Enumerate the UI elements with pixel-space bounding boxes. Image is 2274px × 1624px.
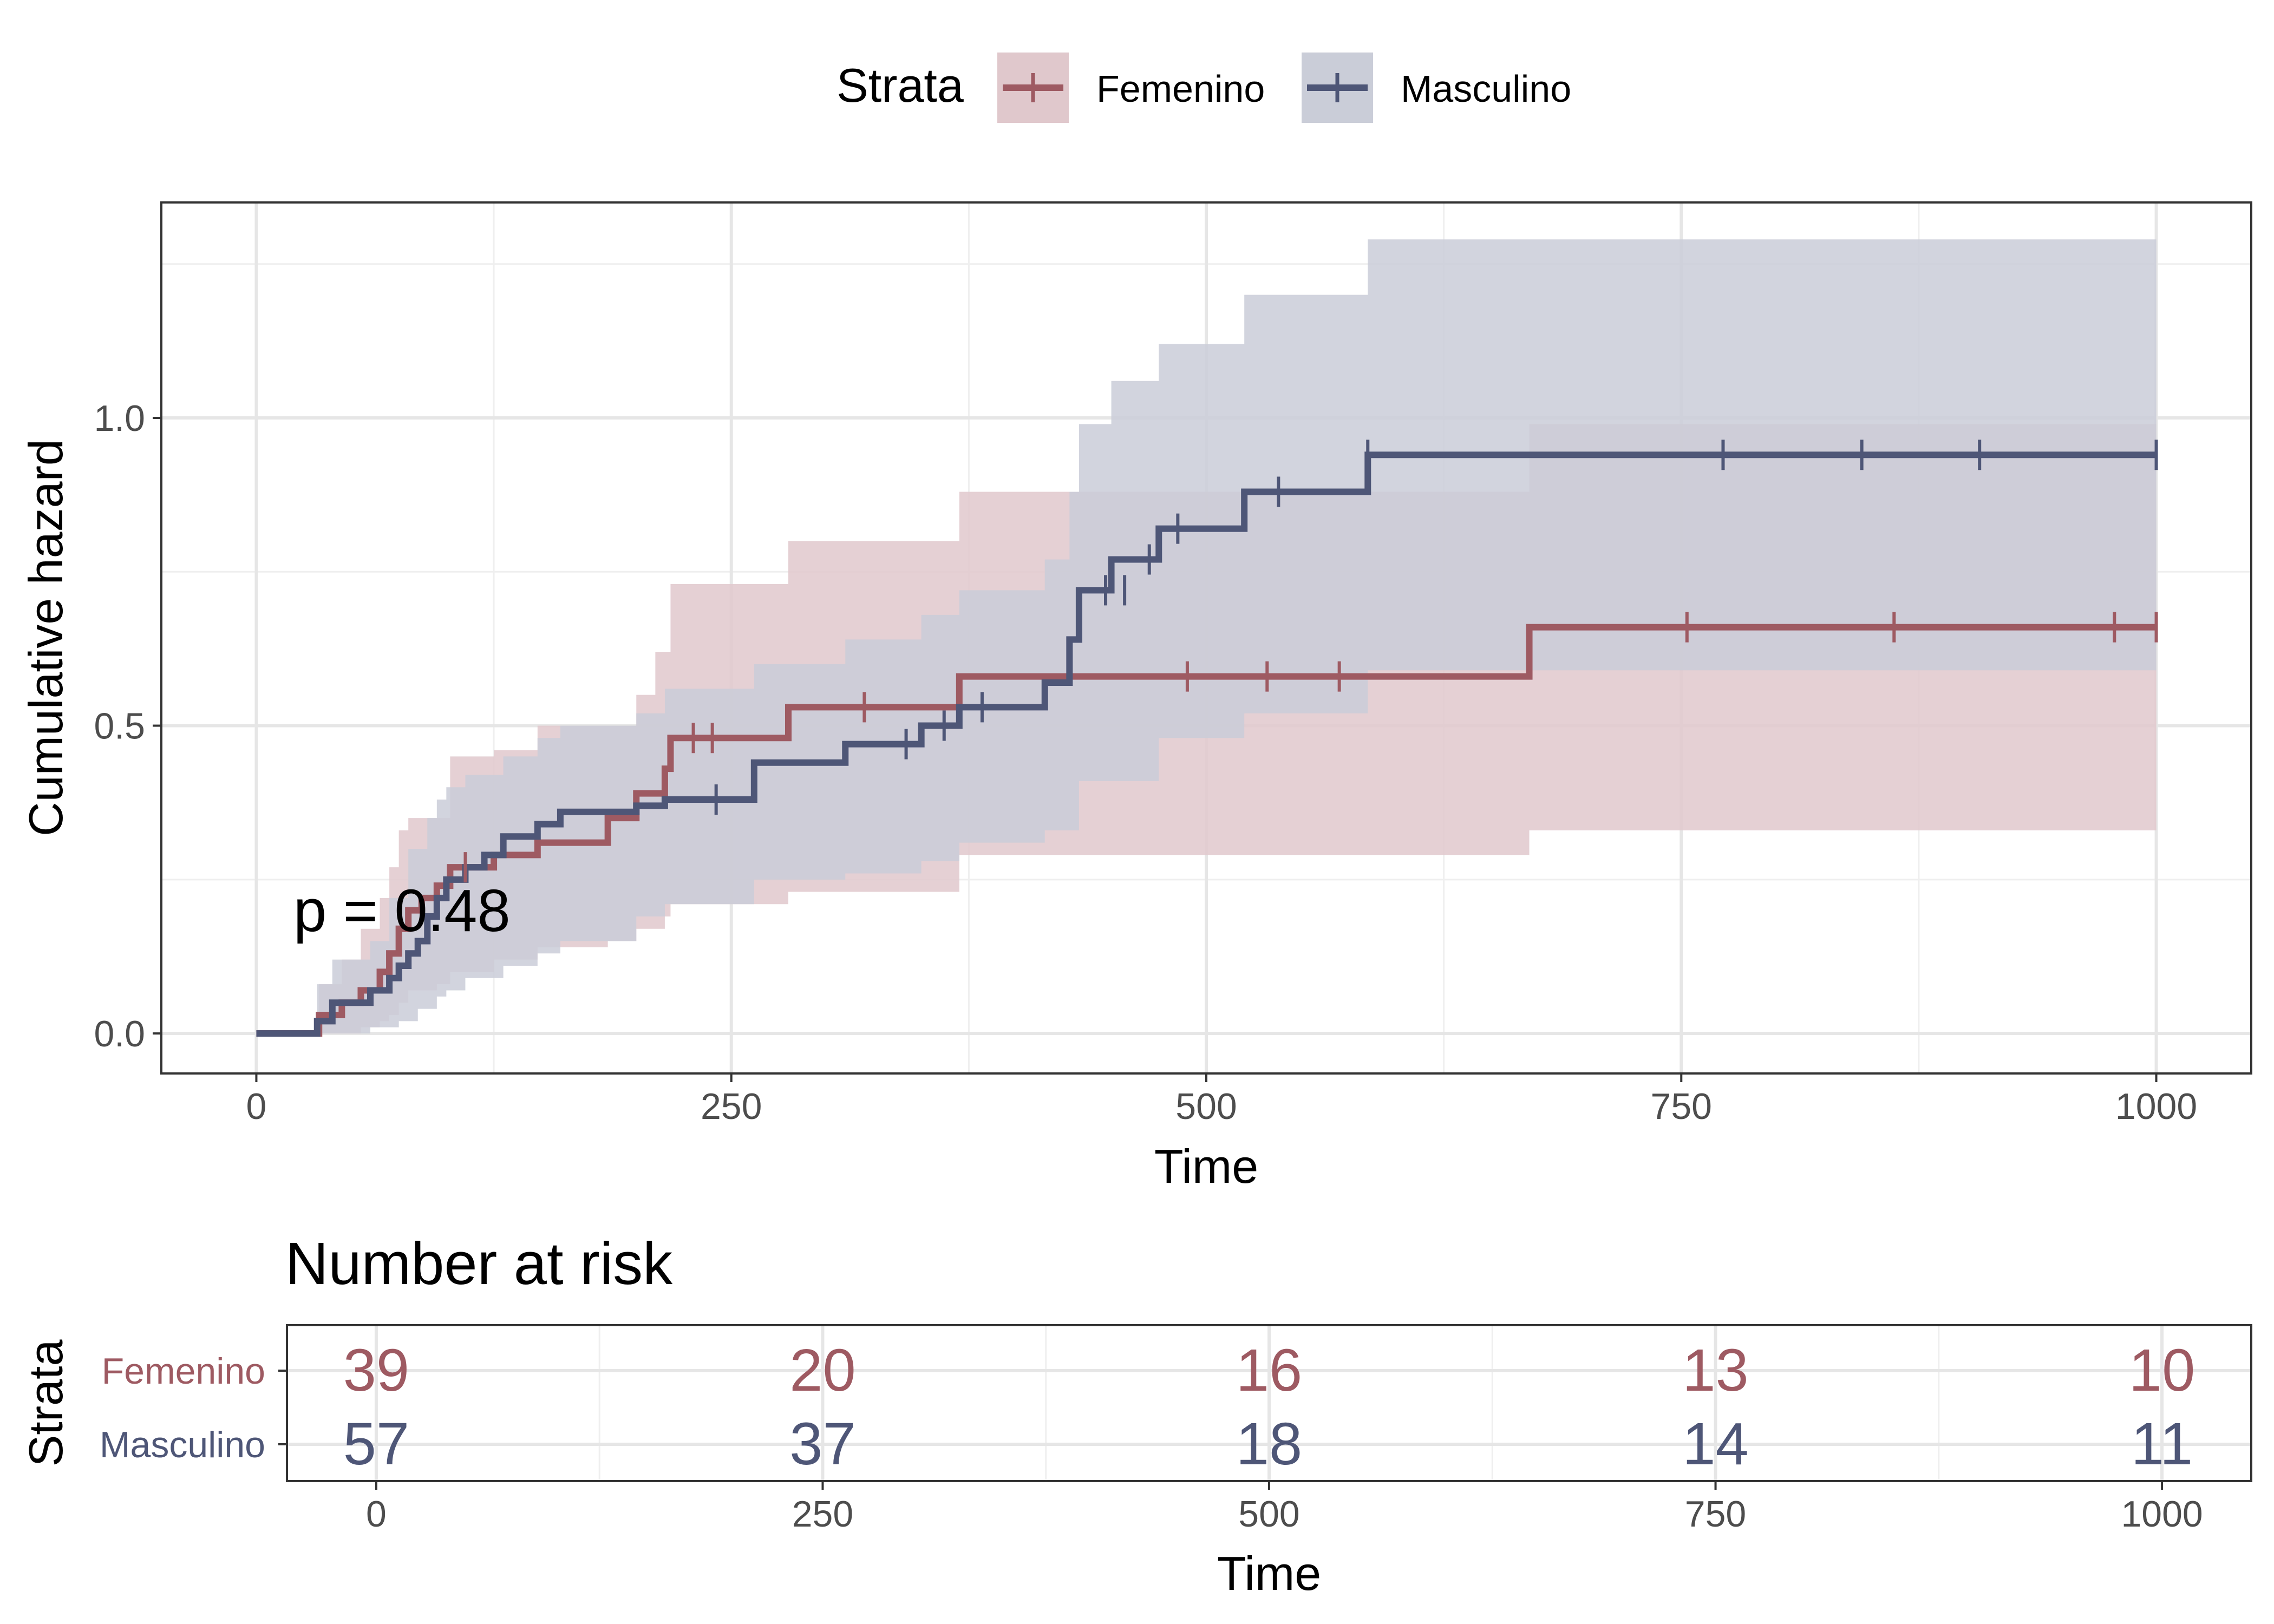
x-tick-label: 750 <box>1651 1086 1712 1127</box>
x-axis: 0 250 500 750 1000 <box>246 1073 2197 1127</box>
hazard-line-masculino <box>256 451 2157 1037</box>
risk-value-femenino: 13 <box>1682 1337 1748 1404</box>
risk-table-title: Number at risk <box>285 1230 673 1297</box>
y-axis-title: Cumulative hazard <box>19 439 73 836</box>
legend: Strata Femenino Masculino <box>837 53 1571 123</box>
legend-label-masculino: Masculino <box>1401 68 1571 110</box>
risk-x-axis-title: Time <box>1217 1547 1321 1600</box>
legend-title: Strata <box>837 58 964 112</box>
y-tick-label: 1.0 <box>94 398 145 439</box>
confidence-bands <box>256 239 2157 1034</box>
risk-x-tick-label: 500 <box>1238 1494 1299 1535</box>
x-tick-label: 500 <box>1175 1086 1237 1127</box>
risk-x-tick-label: 0 <box>366 1494 387 1535</box>
risk-grid <box>287 1325 2251 1481</box>
risk-x-tick-label: 250 <box>792 1494 853 1535</box>
risk-value-femenino: 16 <box>1236 1337 1302 1404</box>
risk-x-axis: 0 250 500 750 1000 <box>366 1481 2203 1535</box>
risk-value-masculino: 57 <box>343 1411 409 1477</box>
risk-table: Number at risk 39 20 16 13 10 57 37 18 14 11 Feme… <box>19 1230 2252 1600</box>
risk-value-femenino: 20 <box>789 1337 855 1404</box>
risk-value-masculino: 14 <box>1682 1411 1748 1477</box>
risk-value-masculino: 11 <box>2131 1411 2193 1477</box>
p-value-annotation: p = 0.48 <box>293 878 511 944</box>
legend-item-masculino: Masculino <box>1302 53 1571 123</box>
risk-values: 39 20 16 13 10 57 37 18 14 11 <box>343 1337 2195 1477</box>
x-axis-title: Time <box>1154 1140 1258 1193</box>
x-tick-label: 250 <box>701 1086 762 1127</box>
y-tick-label: 0.0 <box>94 1013 145 1055</box>
risk-y-axis: Femenino Masculino <box>100 1351 287 1465</box>
risk-value-masculino: 18 <box>1236 1411 1302 1477</box>
risk-x-tick-label: 1000 <box>2121 1494 2203 1535</box>
x-tick-label: 0 <box>246 1086 267 1127</box>
hazard-lines <box>256 451 2157 1037</box>
ci-band-masculino <box>256 239 2157 1034</box>
risk-value-femenino: 39 <box>343 1337 409 1404</box>
risk-value-femenino: 10 <box>2129 1337 2195 1404</box>
risk-y-axis-title: Strata <box>19 1340 73 1467</box>
x-tick-label: 1000 <box>2115 1086 2197 1127</box>
y-tick-label: 0.5 <box>94 706 145 747</box>
risk-row-label-femenino: Femenino <box>102 1351 265 1392</box>
risk-value-masculino: 37 <box>789 1411 855 1477</box>
risk-row-label-masculino: Masculino <box>100 1424 265 1465</box>
censor-marks <box>463 440 2158 883</box>
risk-x-tick-label: 750 <box>1685 1494 1746 1535</box>
y-axis: 0.0 0.5 1.0 <box>94 398 161 1055</box>
main-plot: p = 0.48 0.0 0.5 1.0 0 250 500 750 1000 Time C… <box>19 201 2252 1193</box>
legend-label-femenino: Femenino <box>1096 68 1265 110</box>
legend-item-femenino: Femenino <box>997 53 1265 123</box>
